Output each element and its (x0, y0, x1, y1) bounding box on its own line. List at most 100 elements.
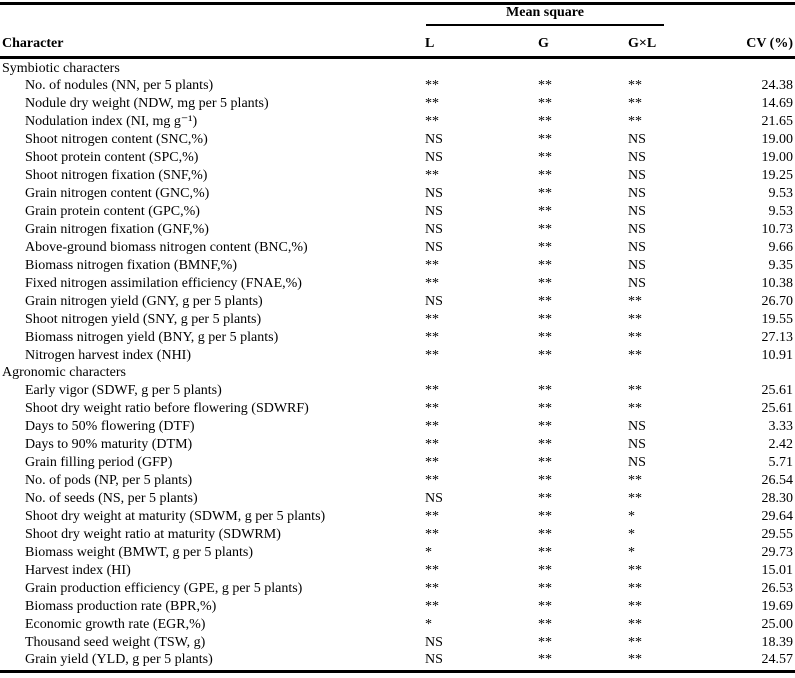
table-row: Grain nitrogen content (GNC,%) NS ** NS 9.53 (0, 185, 795, 203)
cv-value: 9.53 (768, 204, 794, 219)
g-value: ** (538, 257, 552, 273)
l-value: * (425, 544, 432, 560)
g-value: ** (538, 96, 552, 112)
character-label: Shoot nitrogen yield (SNY, g per 5 plant… (25, 311, 262, 327)
l-value: NS (425, 293, 443, 309)
table-body: Symbiotic characters No. of nodules (NN, … (0, 60, 795, 670)
g-value: ** (538, 491, 552, 506)
character-label: Shoot dry weight at maturity (SDWM, g pe… (25, 508, 326, 524)
table-row: Grain protein content (GPC,%) NS ** NS 9.53 (0, 203, 795, 221)
table-row: No. of nodules (NN, per 5 plants) ** ** ** 2… (0, 77, 795, 95)
l-value: ** (425, 473, 439, 489)
l-value: ** (425, 383, 439, 399)
gxl-value: NS (628, 150, 646, 166)
character-label: Biomass production rate (BPR,%) (25, 598, 217, 614)
g-value: ** (538, 598, 552, 614)
header-separator-rule (0, 56, 795, 59)
cv-value: 25.00 (761, 616, 794, 632)
character-label: No. of pods (NP, per 5 plants) (25, 473, 193, 489)
character-label: Harvest index (HI) (25, 562, 131, 578)
section-title: Agronomic characters (2, 365, 126, 381)
g-value: ** (538, 526, 552, 542)
gxl-value: NS (628, 132, 646, 148)
g-value: ** (538, 186, 552, 202)
g-value: ** (538, 383, 552, 399)
character-label: Nodule dry weight (NDW, mg per 5 plants) (25, 96, 269, 112)
l-value: ** (425, 508, 439, 524)
cv-column-header: CV (%) (746, 36, 793, 51)
gxl-column-header: G×L (628, 36, 657, 51)
gxl-value: ** (628, 562, 642, 578)
table-row: Grain filling period (GFP) ** ** NS 5.71 (0, 454, 795, 472)
table-row: Grain nitrogen fixation (GNF,%) NS ** NS 10.… (0, 221, 795, 239)
g-value: ** (538, 473, 552, 489)
table-row: Days to 90% maturity (DTM) ** ** NS 2.42 (0, 436, 795, 454)
gxl-value: NS (628, 455, 646, 471)
gxl-value: * (628, 544, 635, 560)
character-label: Days to 50% flowering (DTF) (25, 419, 195, 435)
cv-value: 29.73 (761, 544, 794, 560)
table-row: Economic growth rate (EGR,%) * ** ** 25.00 (0, 616, 795, 634)
character-label: Grain production efficiency (GPE, g per … (25, 580, 303, 596)
table-row: Shoot nitrogen fixation (SNF,%) ** ** NS 19.… (0, 167, 795, 185)
table-row: No. of seeds (NS, per 5 plants) NS ** ** 28.… (0, 490, 795, 508)
l-value: ** (425, 275, 439, 291)
g-value: ** (538, 562, 552, 578)
cv-value: 10.91 (761, 347, 794, 363)
column-header-row: Character L G G×L CV (%) (0, 35, 795, 53)
g-value: ** (538, 616, 552, 632)
l-value: ** (425, 168, 439, 184)
character-label: Shoot protein content (SPC,%) (25, 150, 199, 166)
g-value: ** (538, 78, 552, 94)
g-value: ** (538, 150, 552, 166)
cv-value: 24.38 (761, 78, 794, 94)
gxl-value: NS (628, 186, 646, 202)
character-label: Biomass nitrogen yield (BNY, g per 5 pla… (25, 329, 279, 345)
l-value: ** (425, 347, 439, 363)
l-value: ** (425, 311, 439, 327)
character-label: Grain nitrogen yield (GNY, g per 5 plant… (25, 293, 263, 309)
g-column-header: G (538, 36, 549, 51)
g-value: ** (538, 437, 552, 453)
table-row: Grain nitrogen yield (GNY, g per 5 plant… (0, 293, 795, 311)
l-value: ** (425, 562, 439, 578)
g-value: ** (538, 419, 552, 435)
gxl-value (628, 364, 703, 382)
g-value: ** (538, 114, 552, 130)
g-value: ** (538, 168, 552, 184)
character-label: Shoot nitrogen fixation (SNF,%) (25, 168, 208, 184)
character-label: Grain filling period (GFP) (25, 455, 173, 471)
gxl-value: NS (628, 275, 646, 291)
table-row: Biomass production rate (BPR,%) ** ** ** 19.… (0, 598, 795, 616)
cv-value: 26.70 (761, 293, 794, 309)
character-label: Grain nitrogen fixation (GNF,%) (25, 221, 209, 237)
gxl-value: ** (628, 491, 642, 506)
table-row: Shoot nitrogen content (SNC,%) NS ** NS 19.0… (0, 131, 795, 149)
cv-value: 19.25 (761, 168, 794, 184)
cv-value: 14.69 (761, 96, 794, 112)
l-value: ** (425, 257, 439, 273)
l-value: NS (425, 634, 443, 650)
gxl-value: ** (628, 311, 642, 327)
l-value: ** (425, 78, 439, 94)
cv-value: 26.54 (761, 473, 794, 489)
l-value: NS (425, 204, 443, 219)
character-label: Biomass weight (BMWT, g per 5 plants) (25, 544, 253, 560)
gxl-value: NS (628, 221, 646, 237)
l-value: ** (425, 526, 439, 542)
cv-value: 24.57 (761, 652, 794, 668)
l-value: ** (425, 96, 439, 112)
cv-value: 19.00 (761, 150, 794, 166)
table-row: Grain production efficiency (GPE, g per … (0, 580, 795, 598)
cv-value: 21.65 (761, 114, 794, 130)
character-label: Early vigor (SDWF, g per 5 plants) (25, 383, 222, 399)
l-value: ** (425, 598, 439, 614)
l-value: ** (425, 437, 439, 453)
character-label: Above-ground biomass nitrogen content (B… (25, 239, 308, 255)
l-value: NS (425, 652, 443, 668)
l-value (425, 364, 538, 382)
character-label: Economic growth rate (EGR,%) (25, 616, 206, 632)
g-value: ** (538, 275, 552, 291)
cv-value: 15.01 (761, 562, 794, 578)
gxl-value: NS (628, 257, 646, 273)
